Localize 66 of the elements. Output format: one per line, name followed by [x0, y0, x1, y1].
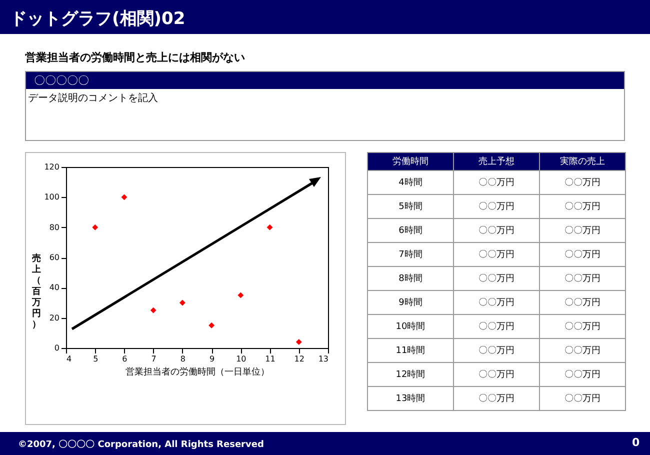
text: 12時間 — [368, 362, 454, 386]
text: 〇〇万円 — [454, 242, 540, 266]
chart-subtitle: 営業担当者の労働時間と売上には相関がない — [25, 50, 245, 65]
text: 〇〇万円 — [454, 338, 540, 362]
x-axis-title: 営業担当者の労働時間（一日単位） — [126, 366, 270, 378]
text: 〇〇〇〇〇 — [26, 72, 624, 89]
text: 0 — [632, 436, 640, 449]
text: 〇〇万円 — [454, 194, 540, 218]
text: 実際の売上 — [540, 152, 626, 170]
text: 〇〇万円 — [454, 362, 540, 386]
y-tick-label: 60 — [49, 253, 60, 262]
text: 〇〇万円 — [540, 314, 626, 338]
text: 〇〇万円 — [454, 290, 540, 314]
text: 4時間 — [368, 170, 454, 194]
y-tick-label: 20 — [49, 313, 60, 322]
point — [296, 339, 302, 345]
text: 〇〇万円 — [540, 170, 626, 194]
point — [121, 194, 128, 200]
x-tick-label: 5 — [93, 354, 98, 364]
x-tick-label: 6 — [122, 354, 128, 364]
point — [266, 224, 273, 230]
text: 8時間 — [368, 266, 454, 290]
y-tick-label: 40 — [49, 283, 60, 292]
x-tick-label: 8 — [180, 354, 186, 364]
text: 〇〇万円 — [540, 338, 626, 362]
text: 〇〇万円 — [454, 218, 540, 242]
text: 13時間 — [368, 386, 454, 410]
point — [238, 292, 244, 298]
x-tick-label: 7 — [151, 354, 156, 364]
text: 9時間 — [368, 290, 454, 314]
chart-title: ドットグラフ(相関)02 — [10, 8, 186, 30]
x-tick-label: 9 — [210, 354, 215, 364]
text: 売上予想 — [454, 152, 540, 170]
text: 〇〇万円 — [540, 386, 626, 410]
y-tick-label: 0 — [54, 344, 60, 352]
y-tick-label: 80 — [49, 222, 60, 232]
text: 〇〇万円 — [540, 194, 626, 218]
text: 5時間 — [368, 194, 454, 218]
text: ©2007, 〇〇〇〇 Corporation, All Rights Reserved — [18, 438, 264, 451]
text: 〇〇万円 — [540, 218, 626, 242]
text: 〇〇万円 — [454, 266, 540, 290]
point — [208, 322, 215, 328]
y-axis-title: 売上（百万円） — [31, 253, 41, 330]
x-tick-label: 4 — [66, 354, 72, 364]
text: 〇〇万円 — [540, 290, 626, 314]
x-tick-label: 12 — [294, 354, 304, 364]
text: 〇〇万円 — [454, 314, 540, 338]
point — [179, 300, 186, 306]
text: データ説明のコメントを記入 — [28, 92, 158, 105]
text: 10時間 — [368, 314, 454, 338]
text: 〇〇万円 — [540, 242, 626, 266]
text: 7時間 — [368, 242, 454, 266]
text: 〇〇万円 — [540, 362, 626, 386]
x-tick-label: 10 — [236, 354, 246, 364]
text: 11時間 — [368, 338, 454, 362]
x-tick-label: 13 — [318, 354, 328, 364]
y-tick-label: 100 — [44, 192, 60, 202]
point — [92, 224, 98, 230]
text: 〇〇万円 — [454, 386, 540, 410]
text: 労働時間 — [368, 152, 454, 170]
point — [150, 307, 156, 314]
y-tick-label: 120 — [44, 162, 60, 172]
x-tick-label: 11 — [265, 354, 276, 364]
text: 〇〇万円 — [454, 170, 540, 194]
text: 〇〇万円 — [540, 266, 626, 290]
text: 6時間 — [368, 218, 454, 242]
